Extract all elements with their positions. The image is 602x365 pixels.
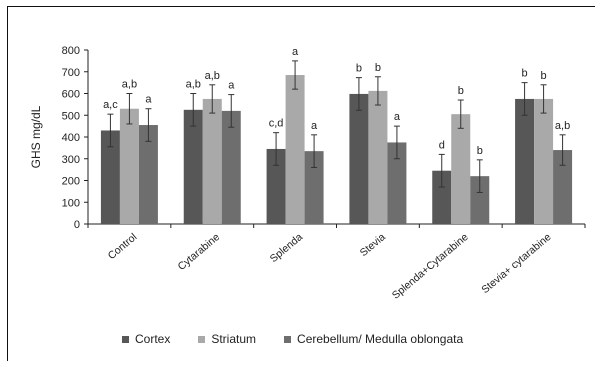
category-label: Stevia+ cytarabine [479,231,553,296]
legend-swatch-cerebellum [284,335,292,343]
y-tick-label: 500 [62,110,80,122]
bar [183,109,203,224]
bar [349,93,369,224]
legend-label-cortex: Cortex [135,332,171,346]
bar [138,125,158,224]
legend-item-striatum: Striatum [198,332,256,346]
bar [387,142,407,224]
bar [119,108,139,224]
significance-label: a [394,111,401,123]
significance-label: a,b [205,70,220,82]
legend-swatch-cortex [122,335,129,343]
significance-label: a,b [186,79,201,91]
y-tick-label: 200 [62,176,80,188]
significance-label: a,b [122,79,137,91]
y-tick-label: 0 [74,219,80,231]
legend-item-cortex: Cortex [122,332,170,346]
significance-label: c,d [269,118,284,130]
significance-label: b [458,85,464,97]
y-tick-label: 100 [62,197,80,209]
y-tick-label: 700 [62,67,80,79]
category-label: Splenda [268,231,305,265]
significance-label: b [356,63,362,75]
significance-label: a,c [103,99,118,111]
legend-item-cerebellum: Cerebellum/ Medulla oblongata [284,332,463,346]
significance-label: b [477,145,483,157]
bar [470,176,490,224]
bar [553,150,573,224]
category-label: Splenda+Cytarabine [390,231,471,302]
legend-label-cerebellum: Cerebellum/ Medulla oblongata [297,332,464,346]
bar [432,170,452,224]
legend-swatch-striatum [198,335,206,343]
bar [285,75,305,224]
significance-label: b [522,68,528,80]
category-label: Control [106,231,140,262]
significance-label: a,b [555,120,570,132]
y-tick-label: 800 [62,45,80,57]
category-label: Stevia [358,231,388,259]
bar [304,151,324,224]
bar [451,114,471,224]
legend-label-striatum: Striatum [211,332,257,346]
y-tick-label: 300 [62,154,80,166]
bar [515,98,535,224]
significance-label: a [145,94,152,106]
significance-label: a [311,120,318,132]
bar [100,130,120,224]
significance-label: b [375,62,381,74]
y-tick-label: 600 [62,89,80,101]
significance-label: a [292,46,299,58]
significance-label: d [439,139,445,151]
bar [202,98,222,224]
significance-label: a [228,80,235,92]
y-axis-label: GHS mg/dL [29,105,43,168]
significance-label: b [541,70,547,82]
legend: Cortex Striatum Cerebellum/ Medulla oblo… [122,331,491,347]
bar [221,110,241,224]
bar [368,90,388,224]
bar [534,98,554,224]
bar [266,148,286,224]
y-tick-label: 400 [62,132,80,144]
category-label: Cytarabine [176,231,223,273]
